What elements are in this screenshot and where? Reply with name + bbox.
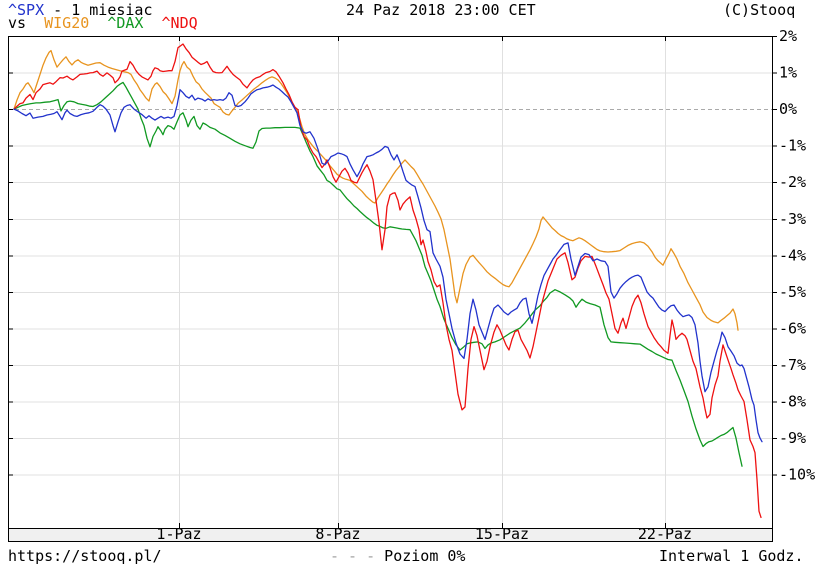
zero-level-label: Poziom 0% xyxy=(375,547,466,565)
dashed-line-sample: - - - xyxy=(330,547,376,565)
series-line-ndq xyxy=(13,43,762,519)
period-label: - 1 miesiac xyxy=(44,1,153,19)
y-tick--5: -5% xyxy=(779,283,806,301)
y-tick-0: 0% xyxy=(779,100,797,118)
x-tick-15-Paz: 15-Paz xyxy=(475,525,529,543)
y-tick--7: -7% xyxy=(779,356,806,374)
legend-dax: ^DAX xyxy=(107,14,144,32)
y-tick--9: -9% xyxy=(779,429,806,447)
main-symbol-label: ^SPX xyxy=(8,1,45,19)
vs-label: vs xyxy=(8,14,27,32)
series-line-spx xyxy=(13,84,763,443)
site-url-label: https://stooq.pl/ xyxy=(8,547,162,565)
y-tick--10: -10% xyxy=(779,466,815,484)
x-tick-1-Paz: 1-Paz xyxy=(156,525,201,543)
y-tick--2: -2% xyxy=(779,173,806,191)
x-tick-8-Paz: 8-Paz xyxy=(315,525,360,543)
datetime-label: 24 Paz 2018 23:00 CET xyxy=(346,1,536,19)
y-tick--6: -6% xyxy=(779,319,806,337)
y-tick--3: -3% xyxy=(779,210,806,228)
x-tick-22-Paz: 22-Paz xyxy=(638,525,692,543)
legend-wig20: WIG20 xyxy=(44,14,90,32)
chart-title: ^SPX - 1 miesiac xyxy=(8,1,153,19)
legend-ndq: ^NDQ xyxy=(161,14,198,32)
y-tick-2: 2% xyxy=(779,27,797,45)
y-tick--8: -8% xyxy=(779,393,806,411)
copyright-label: (C)Stooq xyxy=(723,1,796,19)
compare-symbols: WIG20 ^DAX ^NDQ xyxy=(26,14,198,32)
compare-legend: vs WIG20 ^DAX ^NDQ xyxy=(8,14,198,32)
series-line-dax xyxy=(13,81,743,467)
y-tick-1: 1% xyxy=(779,64,797,82)
y-tick--1: -1% xyxy=(779,137,806,155)
zero-level-legend: - - - Poziom 0% xyxy=(330,547,466,565)
series-line-wig20 xyxy=(13,49,739,331)
interval-label: Interwal 1 Godz. xyxy=(659,547,804,565)
y-tick--4: -4% xyxy=(779,246,806,264)
